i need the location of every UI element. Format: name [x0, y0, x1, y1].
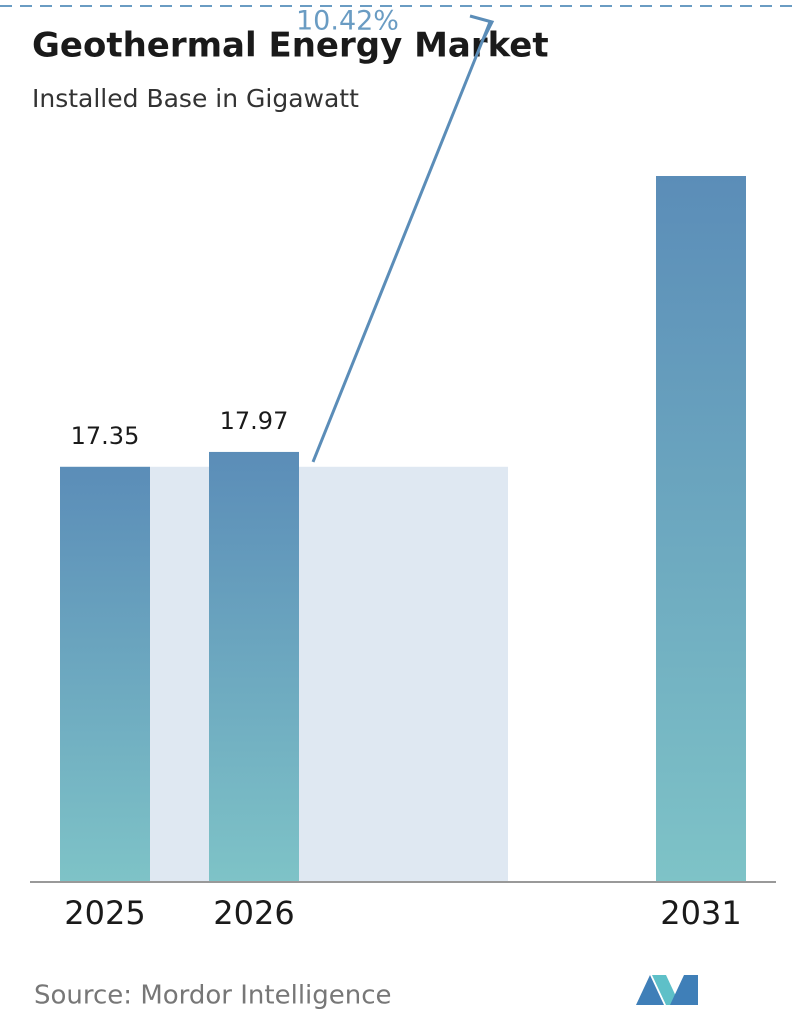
cagr-arrowhead	[469, 14, 495, 39]
value-label: 17.97	[220, 407, 289, 435]
cagr-label: 10.42%	[296, 6, 399, 37]
bar	[209, 451, 299, 882]
x-tick-label: 2031	[660, 894, 741, 932]
comparison-band	[150, 466, 508, 882]
chart-title: Geothermal Energy Market	[32, 26, 549, 66]
bar	[60, 466, 150, 882]
x-tick-label: 2025	[64, 894, 145, 932]
value-label: 17.35	[71, 422, 140, 450]
logo	[636, 975, 698, 1005]
source: Source: Mordor Intelligence	[34, 981, 392, 1011]
bar	[656, 176, 746, 882]
chart-subtitle: Installed Base in Gigawatt	[32, 84, 359, 113]
cagr-arrow	[311, 21, 492, 463]
x-tick-label: 2026	[213, 894, 294, 932]
